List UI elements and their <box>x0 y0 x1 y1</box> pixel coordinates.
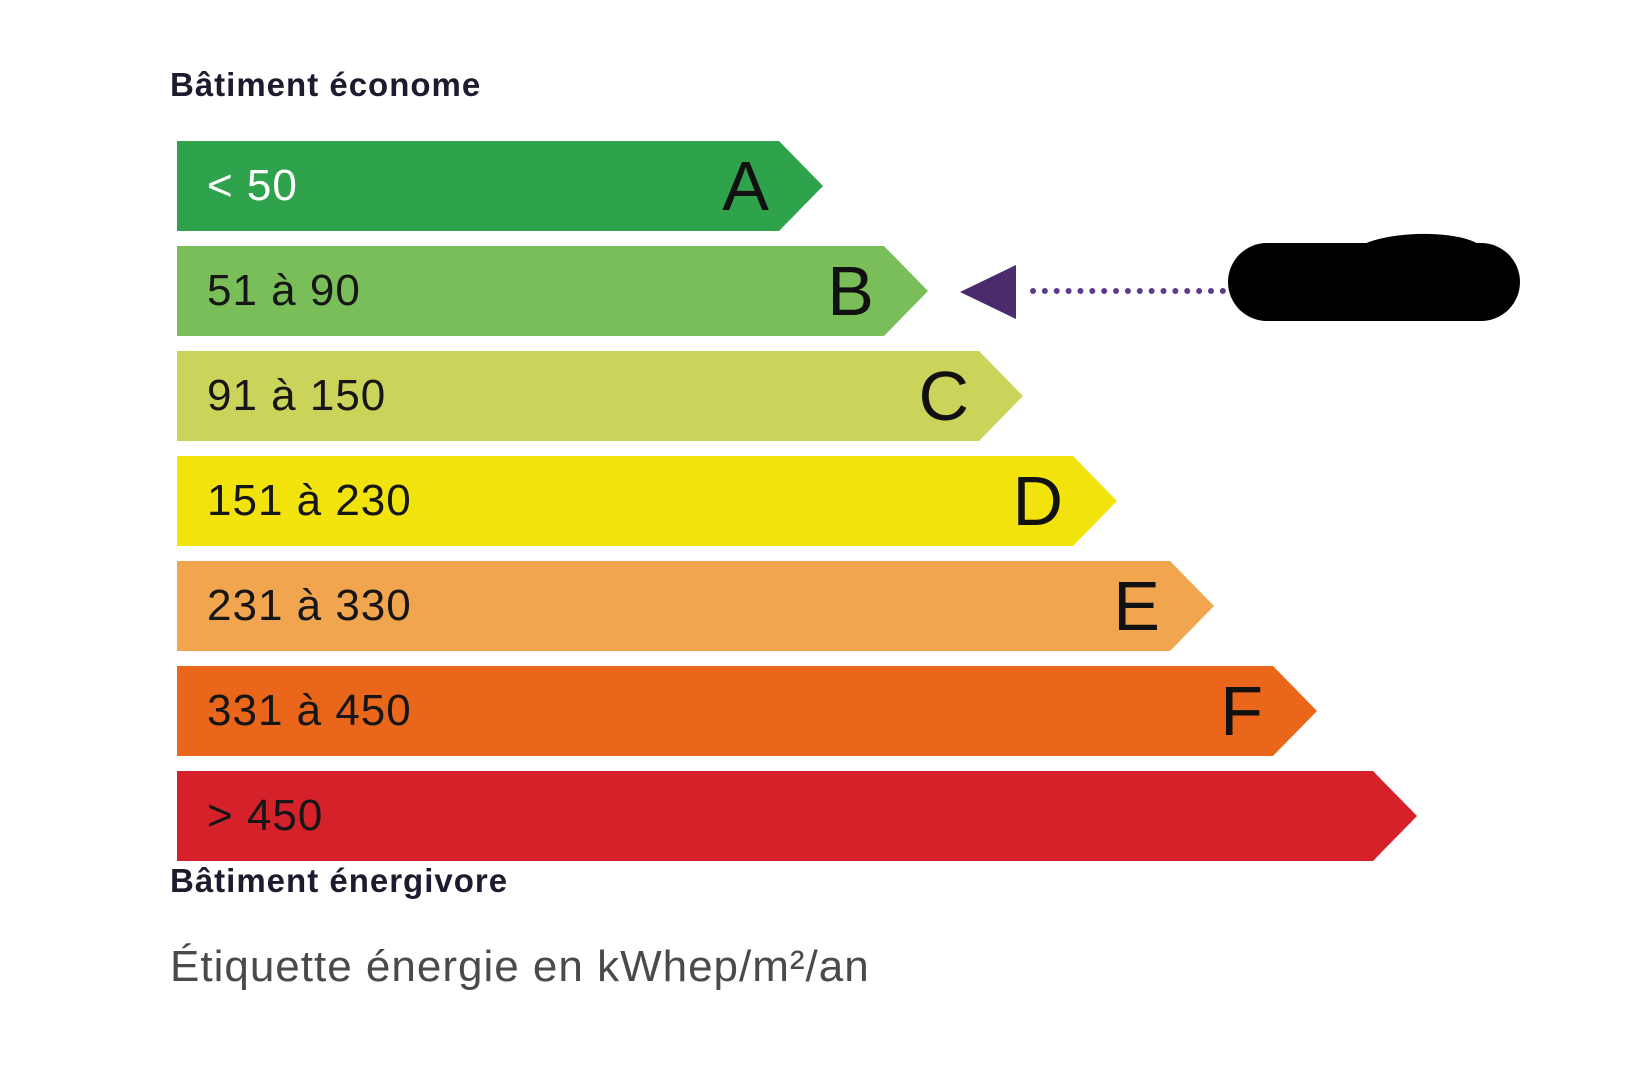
selected-class-arrow-icon <box>960 265 1016 319</box>
energy-class-bar-e: 231 à 330 E <box>177 561 1214 651</box>
economical-building-label: Bâtiment économe <box>170 66 482 103</box>
energy-range-label: 231 à 330 <box>207 581 412 630</box>
energy-class-bar-g: > 450 <box>177 771 1417 861</box>
energy-label-caption: Étiquette énergie en kWhep/m²/an <box>170 942 870 991</box>
energy-range-label: 331 à 450 <box>207 686 412 735</box>
energy-class-letter: B <box>827 252 874 330</box>
energy-class-letter: C <box>918 357 969 435</box>
pointer-dotted-line <box>1030 288 1226 294</box>
energy-class-bar-f: 331 à 450 F <box>177 666 1317 756</box>
energy-class-letter: A <box>722 147 769 225</box>
energy-class-letter: F <box>1220 672 1263 750</box>
energy-class-letter: E <box>1113 567 1160 645</box>
energy-class-bar-a: < 50 A <box>177 141 823 231</box>
energy-class-bar-d: 151 à 230 D <box>177 456 1117 546</box>
energy-range-label: < 50 <box>207 161 298 210</box>
energy-range-label: 51 à 90 <box>207 266 361 315</box>
energy-class-bar-c: 91 à 150 C <box>177 351 1023 441</box>
energy-intensive-building-label: Bâtiment énergivore <box>170 862 509 899</box>
energy-range-label: 151 à 230 <box>207 476 412 525</box>
energy-range-label: > 450 <box>207 791 324 840</box>
energy-range-label: 91 à 150 <box>207 371 387 420</box>
energy-class-letter: D <box>1012 462 1063 540</box>
energy-class-bar-b: 51 à 90 B <box>177 246 928 336</box>
